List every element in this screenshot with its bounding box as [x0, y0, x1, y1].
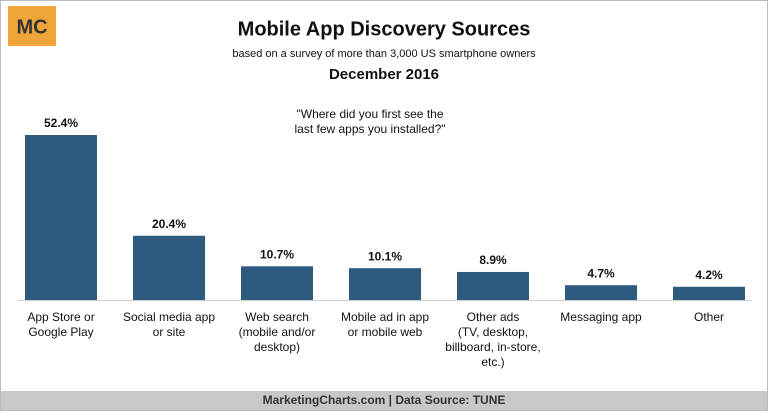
annotation: last few apps you installed?" [294, 122, 445, 136]
date: December 2016 [329, 66, 439, 83]
x-tick-label: Social media app [123, 310, 215, 324]
subtitle: based on a survey of more than 3,000 US … [232, 48, 536, 60]
x-tick-label: etc.) [481, 355, 504, 369]
value-label: 10.7% [260, 247, 294, 261]
bar [241, 266, 313, 300]
x-tick-label: or mobile web [348, 325, 423, 339]
chart-title: Mobile App Discovery Sources [238, 18, 531, 40]
x-tick-label: Mobile ad in app [341, 310, 429, 324]
value-label: 10.1% [368, 249, 402, 263]
x-tick-label: billboard, in-store, [445, 340, 540, 354]
bar [673, 286, 745, 300]
x-tick-label: Other ads [467, 310, 520, 324]
x-tick-label: Messaging app [560, 310, 642, 324]
bar [457, 271, 529, 300]
logo: MC [16, 16, 47, 38]
logo-box [8, 6, 56, 46]
value-label: 4.7% [587, 266, 615, 280]
x-tick-label: Other [694, 310, 724, 324]
value-label: 8.9% [479, 253, 507, 267]
value-label: 52.4% [44, 116, 78, 130]
bar [25, 135, 97, 300]
bar [565, 285, 637, 300]
bar [349, 268, 421, 300]
value-label: 20.4% [152, 217, 186, 231]
x-tick-label: (TV, desktop, [458, 325, 528, 339]
value-label: 4.2% [695, 268, 723, 282]
x-tick-label: (mobile and/or [239, 325, 316, 339]
footer-band [1, 391, 767, 410]
footer: MarketingCharts.com | Data Source: TUNE [263, 393, 506, 407]
x-tick-label: Web search [245, 310, 309, 324]
x-tick-label: or site [153, 325, 186, 339]
annotation: "Where did you first see the [297, 107, 444, 121]
x-tick-label: App Store or [27, 310, 94, 324]
x-tick-label: Google Play [28, 325, 93, 339]
x-tick-label: desktop) [254, 340, 300, 354]
bar [133, 235, 205, 300]
